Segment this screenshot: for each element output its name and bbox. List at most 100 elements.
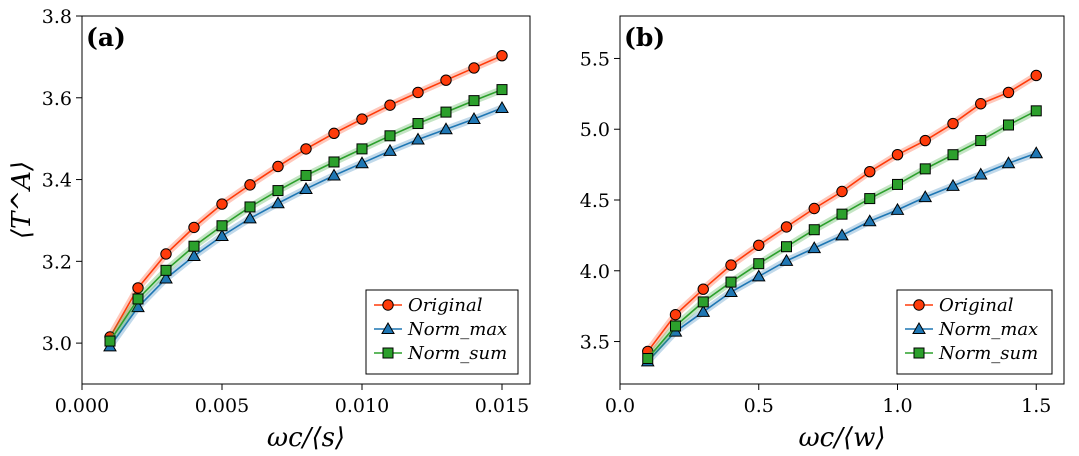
- series-norm-max: [640, 146, 1044, 367]
- data-point: [131, 300, 145, 313]
- data-point: [807, 241, 822, 254]
- data-point: [187, 249, 201, 262]
- data-point: [160, 264, 172, 276]
- data-point: [669, 308, 682, 321]
- data-point: [327, 168, 341, 181]
- data-point: [781, 241, 792, 253]
- x-tick-label: 0.005: [195, 395, 249, 417]
- series-norm-sum: [642, 105, 1042, 365]
- panel-a: 0.000 0.005 0.010 0.015 3.0 3.2 3.4 3.6 3.8 ωc/⟨s…: [7, 6, 531, 453]
- legend-label: Norm_sum: [407, 343, 507, 364]
- data-point: [439, 122, 453, 135]
- x-tick-label: 0.015: [475, 395, 529, 417]
- data-point: [356, 113, 368, 125]
- data-point: [216, 220, 228, 232]
- legend: Original Norm_max Norm_sum: [365, 289, 519, 375]
- x-tick-label: 0.5: [744, 395, 774, 417]
- data-point: [697, 296, 709, 308]
- data-point: [919, 134, 931, 147]
- data-point: [780, 221, 793, 233]
- x-tick-label: 1.0: [882, 395, 912, 417]
- data-point: [946, 178, 960, 191]
- data-point: [753, 239, 765, 251]
- data-point: [383, 143, 397, 156]
- x-tick-label: 1.5: [1021, 395, 1051, 417]
- data-point: [216, 198, 228, 210]
- data-point: [384, 130, 396, 142]
- data-point: [642, 353, 654, 365]
- data-point: [244, 179, 256, 191]
- data-point: [836, 185, 848, 198]
- x-axis-label: ωc/⟨w⟩: [798, 423, 885, 453]
- legend-marker: [382, 347, 394, 359]
- data-point: [1002, 86, 1015, 99]
- data-point: [973, 167, 988, 180]
- y-tick-label: 5.5: [580, 48, 610, 70]
- data-point: [272, 160, 284, 173]
- data-point: [440, 106, 452, 118]
- legend-label: Original: [939, 295, 1014, 316]
- legend-marker: [912, 321, 926, 334]
- legend-label: Norm_sum: [938, 343, 1038, 364]
- legend: Original Norm_max Norm_sum: [896, 289, 1053, 375]
- x-tick-label: 0.000: [55, 395, 109, 417]
- data-point: [440, 74, 452, 86]
- y-tick-label: 3.0: [42, 333, 72, 355]
- data-point: [468, 95, 480, 107]
- data-point: [467, 112, 481, 125]
- legend-label: Original: [408, 295, 483, 316]
- y-tick-label: 5.0: [580, 119, 610, 141]
- panel-b: 0.0 0.5 1.0 1.5 3.5 4.0 4.5 5.0 5.5 ωc/⟨w⟩ (b) Orig…: [580, 15, 1065, 453]
- data-point: [835, 228, 849, 241]
- series-norm-max: [103, 100, 509, 352]
- data-point: [808, 224, 820, 236]
- data-point: [697, 283, 709, 295]
- data-point: [864, 165, 876, 178]
- data-point: [975, 135, 987, 147]
- data-point: [947, 149, 959, 161]
- x-tick-label: 0.010: [335, 395, 389, 417]
- data-point: [160, 248, 172, 260]
- data-point: [1003, 119, 1014, 131]
- data-point: [670, 320, 681, 332]
- data-point: [215, 228, 229, 241]
- plot-frame: [81, 15, 531, 385]
- data-point: [836, 208, 848, 220]
- data-point: [104, 335, 116, 347]
- data-point: [864, 193, 876, 205]
- series-norm-sum: [104, 84, 508, 347]
- panel-label: (b): [624, 23, 665, 52]
- data-point: [328, 127, 340, 140]
- x-axis-label: ωc/⟨s⟩: [267, 423, 345, 453]
- data-point: [495, 100, 509, 113]
- data-point: [891, 149, 904, 161]
- data-point: [132, 282, 144, 294]
- y-tick-label: 3.4: [42, 170, 72, 192]
- data-point: [132, 293, 144, 305]
- data-point: [412, 86, 424, 99]
- data-point: [1001, 156, 1016, 169]
- y-tick-label: 3.8: [42, 6, 72, 28]
- data-point: [779, 253, 794, 266]
- data-point: [725, 276, 737, 288]
- data-point: [862, 214, 877, 227]
- data-point: [892, 178, 903, 190]
- data-point: [1030, 69, 1042, 82]
- data-point: [272, 185, 284, 197]
- data-point: [919, 163, 931, 175]
- data-point: [271, 196, 285, 209]
- data-point: [496, 49, 508, 62]
- legend-marker: [382, 299, 394, 311]
- data-point: [753, 258, 765, 270]
- data-point: [300, 143, 312, 155]
- legend-label: Norm_max: [407, 319, 507, 340]
- data-point: [328, 156, 340, 168]
- data-point: [808, 202, 820, 215]
- data-point: [725, 259, 737, 271]
- panel-label: (a): [86, 23, 126, 52]
- y-tick-label: 3.5: [580, 332, 610, 354]
- data-point: [696, 304, 711, 317]
- data-point: [890, 202, 905, 215]
- legend-marker: [913, 299, 925, 311]
